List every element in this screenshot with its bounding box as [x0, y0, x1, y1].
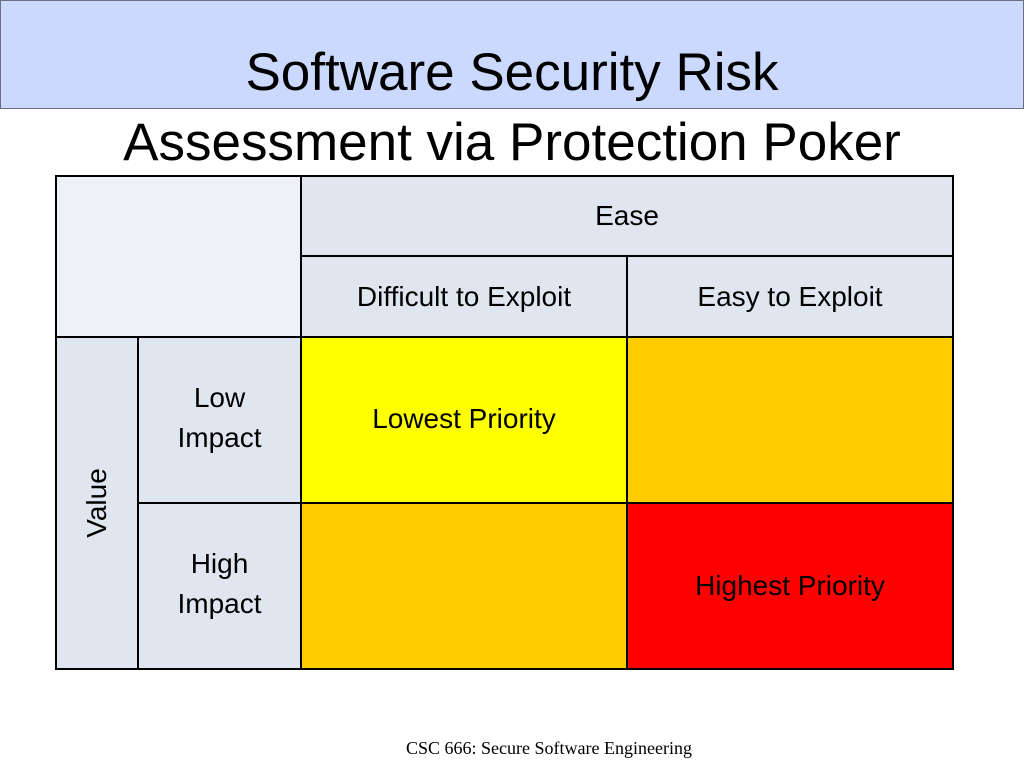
row-header-high-line-2: Impact	[177, 588, 262, 619]
ease-header: Ease	[300, 175, 954, 257]
row-header-low-line-1: Low	[193, 382, 246, 413]
row-header-high-line-1: High	[190, 548, 249, 579]
row-header-low-impact: Low Impact	[137, 336, 302, 504]
column-header-difficult-label: Difficult to Exploit	[356, 280, 572, 312]
column-header-easy: Easy to Exploit	[626, 255, 954, 338]
value-header: Value	[55, 336, 139, 670]
column-header-difficult: Difficult to Exploit	[300, 255, 628, 338]
cell-low-impact-easy	[626, 336, 954, 504]
value-header-label: Value	[80, 468, 112, 538]
cell-low-impact-difficult: Lowest Priority	[300, 336, 628, 504]
cell-high-impact-easy: Highest Priority	[626, 502, 954, 670]
slide-title: Software Security Risk Assessment via Pr…	[0, 38, 1024, 178]
slide-footer: CSC 666: Secure Software Engineering	[406, 738, 692, 758]
column-header-easy-label: Easy to Exploit	[697, 280, 883, 312]
lowest-priority-label: Lowest Priority	[372, 403, 556, 434]
row-header-high-impact: High Impact	[137, 502, 302, 670]
slide-title-line-1: Software Security Risk	[245, 43, 779, 102]
row-header-low-line-2: Impact	[177, 422, 262, 453]
matrix-corner-blank	[55, 175, 302, 338]
cell-high-impact-difficult	[300, 502, 628, 670]
slide-title-line-2: Assessment via Protection Poker	[123, 113, 901, 172]
highest-priority-label: Highest Priority	[695, 570, 885, 601]
ease-header-label: Ease	[595, 200, 659, 231]
title-band	[0, 0, 1024, 109]
